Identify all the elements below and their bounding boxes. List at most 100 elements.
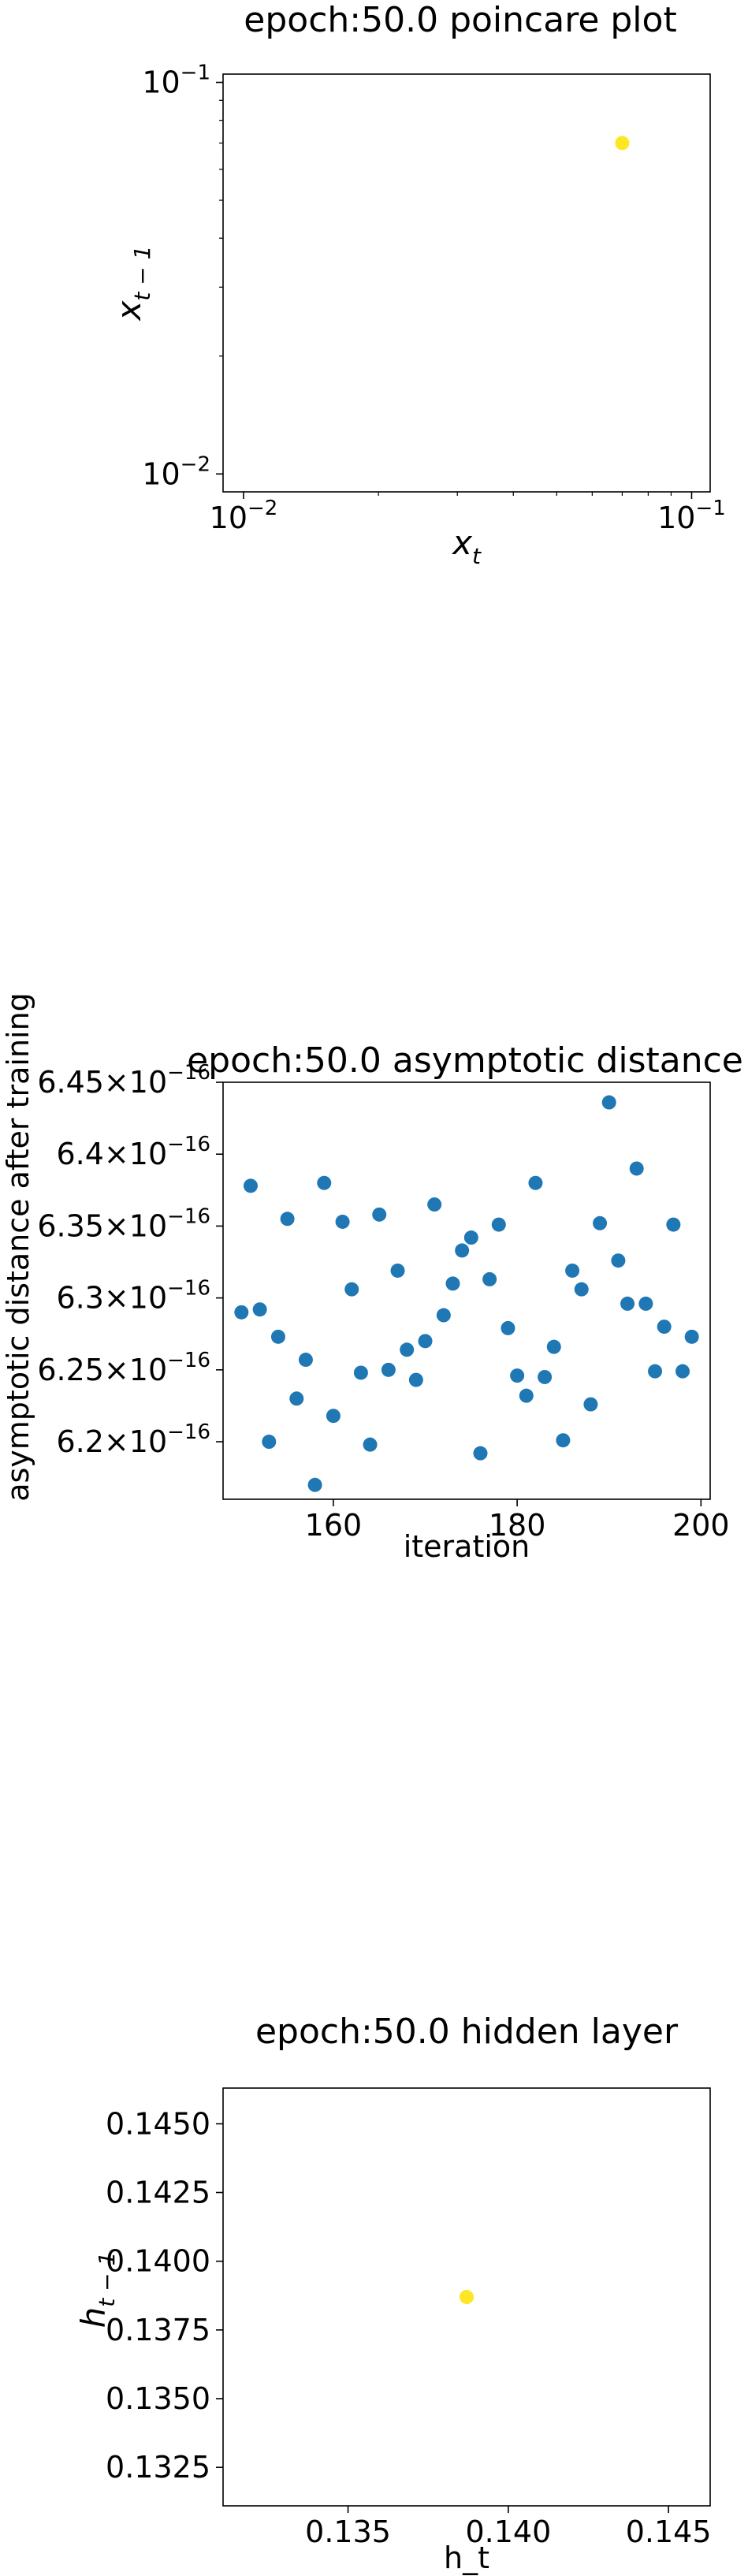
y-tick-label: 10−2	[142, 452, 210, 491]
tick-exponent: −16	[167, 1133, 210, 1156]
hidden-layer-chart: epoch:50.0 hidden layer 0.135 0.140 0.145 …	[74, 2012, 712, 2575]
y-axis-label: xt − 1	[110, 246, 155, 322]
x-tick-label: 160	[305, 1508, 363, 1543]
y-tick-label: 0.1400	[106, 2244, 210, 2279]
data-point	[353, 1365, 368, 1380]
y-tick-label: 6.2×10−16	[56, 1420, 210, 1459]
data-point	[270, 1329, 285, 1344]
y-axis: 10−2 10−1	[142, 61, 223, 491]
x-tick-label: 200	[672, 1508, 730, 1543]
data-point	[289, 1391, 304, 1406]
data-point	[556, 1433, 571, 1448]
tick-times: ×	[104, 1353, 129, 1387]
data-point	[538, 1369, 553, 1384]
x-tick-label: 180	[489, 1508, 546, 1543]
data-point	[611, 1253, 626, 1268]
y-tick-label: 0.1425	[106, 2176, 210, 2210]
data-point	[528, 1175, 543, 1190]
data-point	[262, 1435, 277, 1450]
data-point	[436, 1308, 451, 1323]
data-point	[501, 1320, 515, 1335]
data-point	[601, 1095, 616, 1110]
y-axis-label: asymptotic distance after training	[1, 992, 35, 1502]
tick-exponent: −2	[247, 497, 277, 520]
x-tick-label: 0.145	[626, 2515, 712, 2549]
tick-exponent: −16	[167, 1349, 210, 1372]
y-tick-label: 0.1450	[106, 2106, 210, 2141]
tick-base: 10	[657, 501, 695, 535]
y-tick-label: 6.25×10−16	[37, 1349, 210, 1387]
data-point	[482, 1271, 497, 1286]
data-point	[252, 1302, 267, 1317]
tick-exponent: −16	[167, 1420, 210, 1444]
tick-mantissa: 6.2	[56, 1424, 103, 1459]
tick-base: 10	[129, 1281, 167, 1316]
data-point	[243, 1178, 258, 1193]
tick-times: ×	[104, 1281, 129, 1316]
data-point	[463, 1230, 478, 1245]
data-marks	[234, 1095, 699, 1492]
data-point	[280, 1212, 295, 1227]
tick-exponent: −16	[167, 1061, 210, 1085]
x-tick-label: 10−1	[657, 497, 726, 535]
data-point	[574, 1282, 589, 1297]
tick-mantissa: 6.25	[37, 1353, 104, 1387]
x-axis-label: h_t	[444, 2541, 489, 2575]
tick-base: 10	[129, 1353, 167, 1387]
data-point	[638, 1296, 653, 1311]
data-point	[565, 1263, 580, 1278]
x-axis-label: xt	[451, 523, 482, 569]
data-point	[335, 1214, 350, 1229]
data-point	[363, 1437, 378, 1452]
chart-title: epoch:50.0 poincare plot	[244, 0, 676, 40]
plot-area	[222, 73, 711, 493]
tick-mantissa: 6.35	[37, 1208, 104, 1243]
x-tick-label: 0.140	[465, 2515, 551, 2549]
plot-area	[222, 2087, 711, 2507]
tick-times: ×	[104, 1424, 129, 1459]
tick-mantissa: 6.45	[37, 1065, 104, 1100]
data-point	[400, 1342, 415, 1357]
data-point	[344, 1282, 359, 1297]
data-point	[372, 1207, 387, 1222]
tick-times: ×	[104, 1208, 129, 1243]
x-axis: 10−2 10−1	[210, 492, 726, 535]
data-point	[666, 1217, 681, 1232]
data-point	[408, 1372, 423, 1387]
data-point	[455, 1243, 470, 1258]
y-tick-label: 0.1325	[106, 2450, 210, 2485]
y-tick-label: 6.3×10−16	[56, 1277, 210, 1316]
asymptotic-distance-chart: epoch:50.0 asymptotic distance 160 180 200…	[1, 992, 743, 1564]
data-point	[675, 1364, 690, 1379]
x-axis: 0.135 0.140 0.145	[305, 2506, 712, 2549]
data-point	[326, 1409, 341, 1424]
tick-exponent: −1	[695, 497, 725, 520]
x-tick-label: 10−2	[210, 497, 278, 535]
y-axis: 6.2×10−166.25×10−166.3×10−166.35×10−166.…	[37, 1061, 223, 1459]
data-point	[317, 1175, 332, 1190]
tick-times: ×	[104, 1065, 129, 1100]
tick-base: 10	[210, 501, 247, 535]
poincare-plot-chart: epoch:50.0 poincare plot 10−2 10−1 10−210…	[110, 0, 726, 569]
data-point	[307, 1477, 322, 1492]
data-point	[427, 1197, 442, 1212]
data-point	[629, 1161, 644, 1176]
y-tick-label: 10−1	[142, 61, 210, 100]
tick-exponent: −16	[167, 1204, 210, 1228]
y-tick-label: 0.1350	[106, 2381, 210, 2416]
data-point	[684, 1329, 699, 1344]
data-point	[519, 1388, 534, 1403]
data-point	[418, 1334, 433, 1349]
y-tick-label: 6.35×10−16	[37, 1204, 210, 1243]
chart-title: epoch:50.0 hidden layer	[255, 2012, 679, 2052]
data-point	[473, 1446, 488, 1461]
data-point	[510, 1368, 525, 1383]
data-marks	[615, 136, 630, 151]
tick-mantissa: 6.4	[56, 1137, 103, 1171]
data-point	[298, 1353, 313, 1368]
tick-exponent: −1	[180, 61, 210, 85]
data-marks	[460, 2290, 474, 2304]
chart-title: epoch:50.0 asymptotic distance	[187, 1040, 743, 1081]
tick-base: 10	[142, 65, 180, 100]
